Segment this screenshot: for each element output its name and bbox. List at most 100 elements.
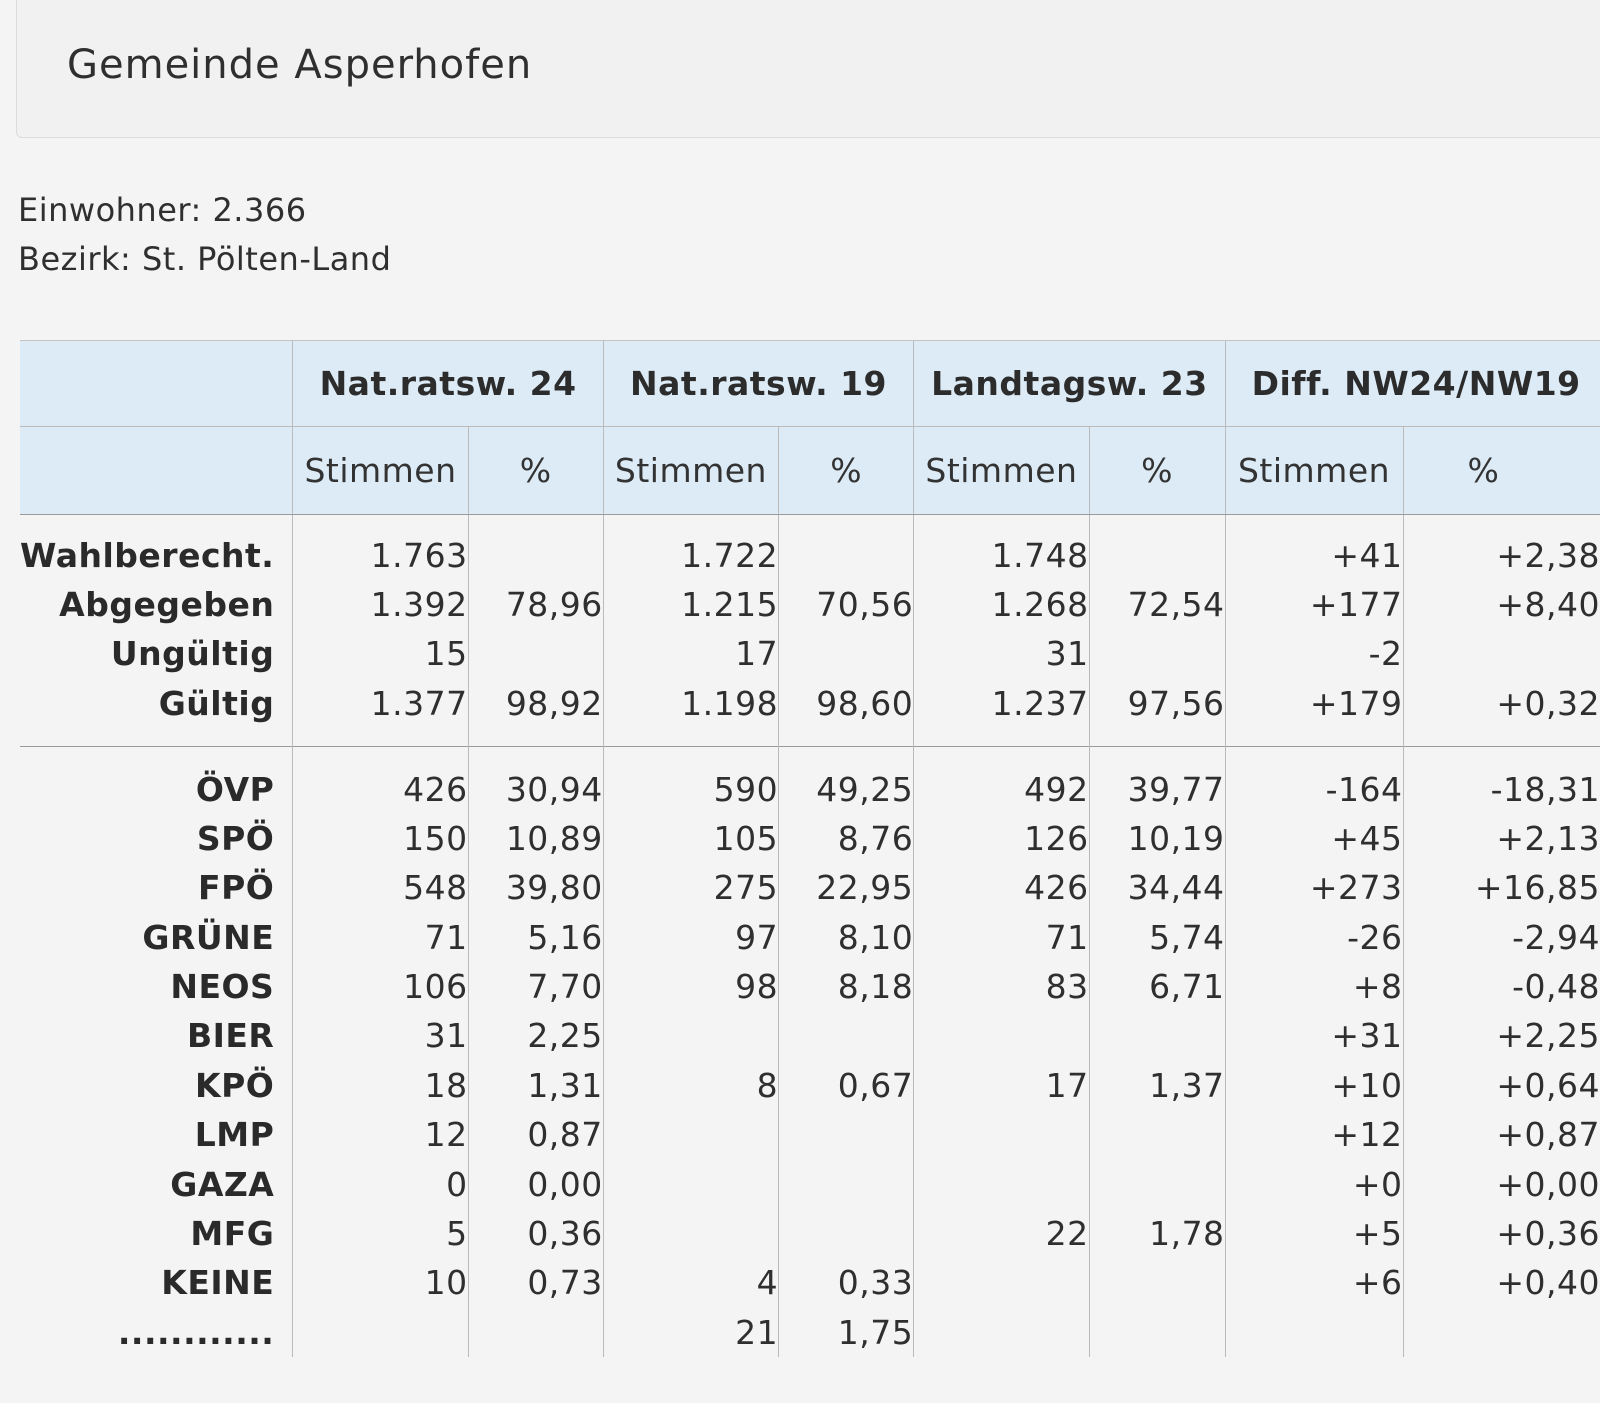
table-cell: [1088, 1307, 1226, 1358]
table-row: Abgegeben 1.392 78,96 1.215 70,56 1.268 72,54 +…: [20, 580, 1600, 630]
group-header-lt23: Landtagsw. 23: [913, 340, 1226, 427]
table-cell: [292, 1307, 469, 1358]
table-cell: [602, 1011, 779, 1061]
table-cell: 71: [292, 912, 469, 963]
table-cell: 0,36: [467, 1209, 604, 1259]
table-cell: 5: [292, 1209, 469, 1259]
table-cell: 98,92: [467, 678, 604, 747]
table-cell: +0,87: [1402, 1110, 1600, 1160]
col-header-percent: %: [778, 426, 914, 515]
row-label: KPÖ: [195, 1065, 275, 1105]
table-cell: 30,94: [467, 745, 604, 814]
table-cell: 12: [292, 1110, 469, 1160]
table-cell: [778, 1011, 914, 1061]
table-cell: +0,32: [1402, 678, 1600, 747]
table-cell: +10: [1224, 1060, 1403, 1111]
table-cell: +31: [1224, 1011, 1403, 1061]
row-label: KEINE: [161, 1263, 275, 1303]
table-cell: [1088, 1258, 1226, 1308]
table-cell: +179: [1224, 678, 1403, 747]
table-row: LMP 12 0,87 +12 +0,87: [20, 1110, 1600, 1160]
table-cell: 106: [292, 962, 469, 1012]
group-header-row: Nat.ratsw. 24 Nat.ratsw. 19 Landtagsw. 2…: [20, 340, 1600, 427]
table-cell: 31: [913, 629, 1090, 679]
table-cell: 97,56: [1088, 678, 1226, 747]
col-header-stimmen: Stimmen: [1224, 426, 1403, 515]
table-cell: 4: [602, 1258, 779, 1308]
table-cell: 8,76: [778, 813, 914, 864]
table-cell: 15: [292, 629, 469, 679]
table-cell: +8: [1224, 962, 1403, 1012]
table-cell: 97: [602, 912, 779, 963]
table-cell: 22: [913, 1209, 1090, 1259]
table-cell: +2,25: [1402, 1011, 1600, 1061]
table-cell: [1088, 1011, 1226, 1061]
col-header-stimmen: Stimmen: [913, 426, 1090, 515]
row-label: MFG: [190, 1214, 275, 1254]
table-cell: 1,75: [778, 1307, 914, 1358]
table-cell: 1.237: [913, 678, 1090, 747]
table-cell: [778, 1110, 914, 1160]
table-row: Wahlberecht. 1.763 1.722 1.748 +41 +2,38: [20, 514, 1600, 580]
table-cell: 10: [292, 1258, 469, 1308]
table-cell: 0,00: [467, 1159, 604, 1210]
table-cell: [913, 1110, 1090, 1160]
table-cell: 10,89: [467, 813, 604, 864]
table-cell: 1,31: [467, 1060, 604, 1111]
table-cell: +8,40: [1402, 580, 1600, 630]
table-cell: 275: [602, 863, 779, 913]
table-cell: [778, 514, 914, 580]
table-cell: +16,85: [1402, 863, 1600, 913]
table-row: FPÖ 548 39,80 275 22,95 426 34,44 +273 +16,85: [20, 863, 1600, 913]
table-row: Gültig 1.377 98,92 1.198 98,60 1.237 97,56 +179…: [20, 678, 1600, 747]
table-cell: 1,78: [1088, 1209, 1226, 1259]
table-cell: [467, 514, 604, 580]
table-cell: 70,56: [778, 580, 914, 630]
row-label: NEOS: [170, 967, 275, 1007]
table-row: ............ 21 1,75: [20, 1307, 1600, 1358]
table-row: GRÜNE 71 5,16 97 8,10 71 5,74 -26 -2,94: [20, 912, 1600, 963]
table-cell: 21: [602, 1307, 779, 1358]
col-header-stimmen: Stimmen: [602, 426, 779, 515]
table-cell: 49,25: [778, 745, 914, 814]
page-title: Gemeinde Asperhofen: [67, 42, 533, 88]
election-results-table: Nat.ratsw. 24 Nat.ratsw. 19 Landtagsw. 2…: [20, 340, 1600, 1358]
table-cell: 590: [602, 745, 779, 814]
table-cell: [467, 1307, 604, 1358]
row-label: GAZA: [170, 1164, 275, 1204]
table-cell: 150: [292, 813, 469, 864]
table-cell: 1.377: [292, 678, 469, 747]
table-cell: +2,38: [1402, 514, 1600, 580]
row-label: Gültig: [158, 683, 275, 723]
table-cell: 17: [913, 1060, 1090, 1111]
table-cell: 18: [292, 1060, 469, 1111]
table-cell: 0,73: [467, 1258, 604, 1308]
table-cell: 1.763: [292, 514, 469, 580]
table-cell: +0: [1224, 1159, 1403, 1210]
table-cell: 5,74: [1088, 912, 1226, 963]
results-body: Wahlberecht. 1.763 1.722 1.748 +41 +2,38 Abgeg…: [20, 514, 1600, 1358]
table-cell: 39,77: [1088, 745, 1226, 814]
table-cell: -164: [1224, 745, 1403, 814]
table-cell: 6,71: [1088, 962, 1226, 1012]
title-panel: [16, 0, 1600, 138]
table-cell: 1.268: [913, 580, 1090, 630]
table-cell: 98,60: [778, 678, 914, 747]
table-cell: 1.392: [292, 580, 469, 630]
district-info: Bezirk: St. Pölten-Land: [18, 240, 392, 278]
row-label: LMP: [194, 1115, 275, 1155]
table-cell: +0,40: [1402, 1258, 1600, 1308]
table-cell: 17: [602, 629, 779, 679]
population-info: Einwohner: 2.366: [18, 191, 307, 229]
table-cell: 426: [292, 745, 469, 814]
table-cell: 1.198: [602, 678, 779, 747]
table-cell: +273: [1224, 863, 1403, 913]
table-cell: [913, 1307, 1090, 1358]
table-cell: 10,19: [1088, 813, 1226, 864]
table-cell: 5,16: [467, 912, 604, 963]
table-cell: +0,00: [1402, 1159, 1600, 1210]
table-cell: [913, 1159, 1090, 1210]
table-cell: [1088, 1110, 1226, 1160]
table-cell: 2,25: [467, 1011, 604, 1061]
table-cell: -26: [1224, 912, 1403, 963]
